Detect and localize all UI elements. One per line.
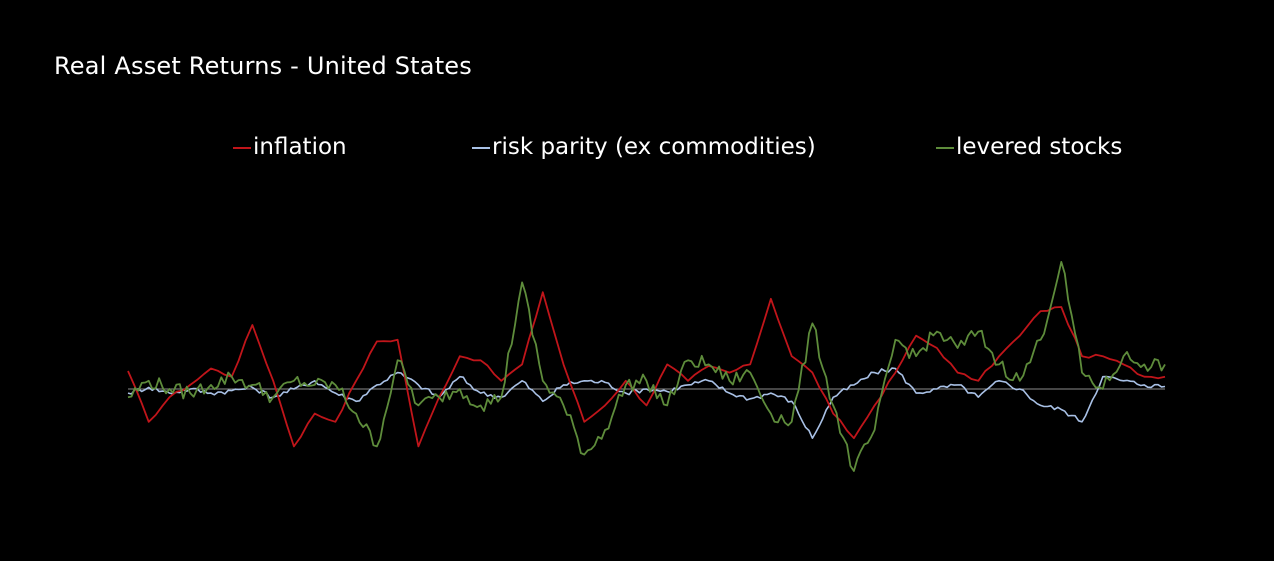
chart-title: Real Asset Returns - United States [54,52,472,80]
chart-legend: inflation risk parity (ex commodities) l… [0,134,1274,164]
legend-label-risk-parity: risk parity (ex commodities) [492,134,816,160]
legend-label-levered-stocks: levered stocks [956,134,1123,160]
legend-swatch-risk-parity [472,147,490,149]
legend-item-levered-stocks: levered stocks [936,134,1122,160]
legend-swatch-levered-stocks [936,147,954,149]
legend-swatch-inflation [233,147,251,149]
series-line-levered-stocks [127,260,1166,472]
series-line-inflation [127,291,1166,448]
legend-item-inflation: inflation [233,134,347,160]
legend-label-inflation: inflation [253,134,347,160]
legend-item-risk-parity: risk parity (ex commodities) [472,134,816,160]
